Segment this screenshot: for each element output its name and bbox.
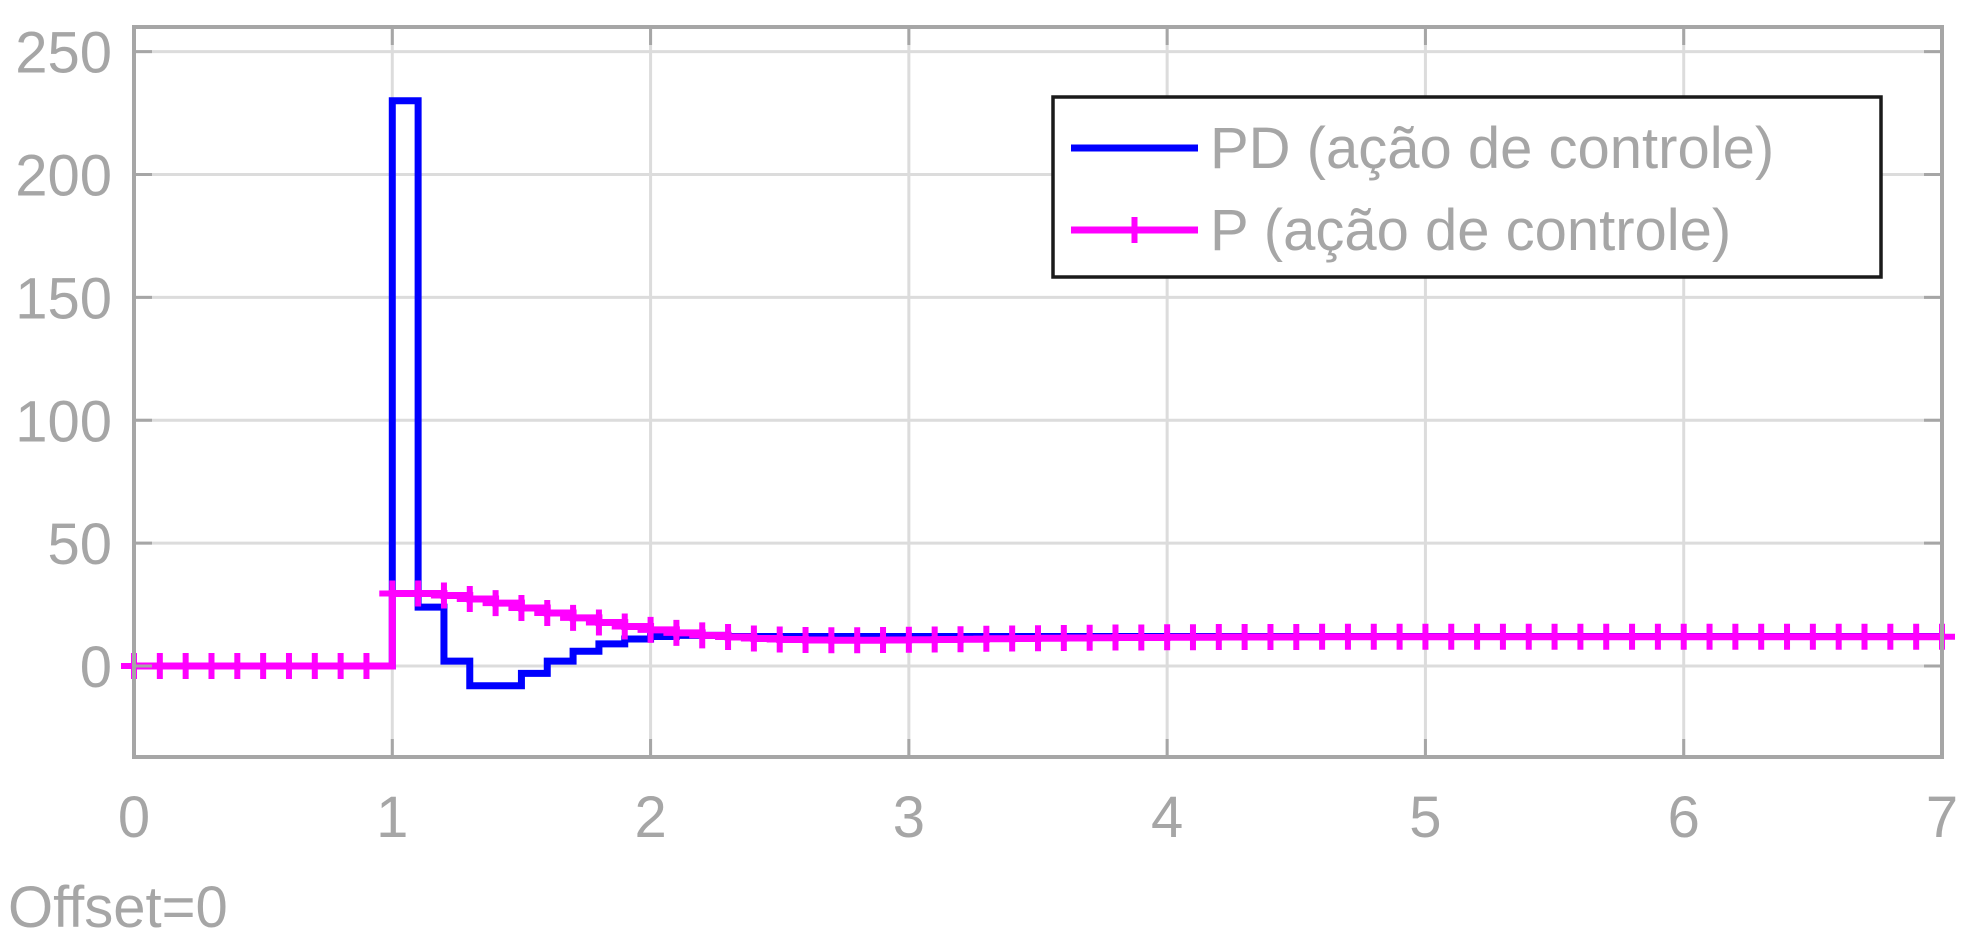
data-point-marker xyxy=(1722,623,1749,650)
data-point-marker xyxy=(921,626,948,653)
data-point-marker xyxy=(224,653,251,680)
data-point-marker xyxy=(1050,625,1077,652)
axis-ticks: 0 1 2 3 4 5 6 7 0 50 100 150 200 250 xyxy=(15,21,1958,850)
data-point-marker xyxy=(1903,623,1930,650)
data-point-marker xyxy=(1593,623,1620,650)
x-tick-label: 4 xyxy=(1151,785,1183,850)
series-layer xyxy=(121,97,1955,690)
data-point-marker xyxy=(792,627,819,654)
legend-marker-p xyxy=(1121,217,1138,243)
data-point-marker xyxy=(1412,623,1439,650)
data-point-marker xyxy=(663,619,690,646)
data-point-marker xyxy=(250,653,277,680)
data-point-marker xyxy=(844,627,871,654)
data-point-marker xyxy=(1851,623,1878,650)
y-tick-label: 150 xyxy=(15,266,112,331)
x-tick-label: 3 xyxy=(893,785,925,850)
offset-annotation: Offset=0 xyxy=(8,875,228,940)
data-point-marker xyxy=(560,604,587,631)
data-point-marker xyxy=(456,585,483,612)
data-point-marker xyxy=(947,626,974,653)
data-point-marker xyxy=(275,653,302,680)
data-point-marker xyxy=(973,625,1000,652)
data-point-marker xyxy=(534,599,561,626)
data-point-marker xyxy=(818,627,845,654)
data-point-marker xyxy=(1025,625,1051,652)
data-point-marker xyxy=(715,624,742,651)
data-point-marker xyxy=(1619,623,1646,650)
data-point-marker xyxy=(1154,624,1181,651)
data-point-marker xyxy=(1825,623,1852,650)
data-point-marker xyxy=(740,625,767,652)
x-tick-label: 2 xyxy=(634,785,666,850)
series-p xyxy=(121,580,1955,680)
y-tick-label: 100 xyxy=(15,389,112,454)
plot-frame xyxy=(132,25,1944,759)
data-point-marker xyxy=(689,622,716,649)
x-tick-label: 6 xyxy=(1668,785,1700,850)
data-point-marker xyxy=(1386,623,1413,650)
data-point-marker xyxy=(1205,624,1232,651)
x-tick-label: 0 xyxy=(118,785,150,850)
data-point-marker xyxy=(1283,624,1310,651)
data-point-marker xyxy=(508,595,535,622)
y-tick-label: 50 xyxy=(47,512,112,577)
data-point-marker xyxy=(1179,624,1206,651)
data-point-marker xyxy=(895,626,922,653)
data-point-marker xyxy=(1360,623,1387,650)
x-tick-label: 5 xyxy=(1409,785,1441,850)
data-point-marker xyxy=(611,613,638,640)
data-point-marker xyxy=(1076,624,1103,651)
data-point-marker xyxy=(870,627,897,654)
y-tick-label: 250 xyxy=(15,21,112,86)
data-point-marker xyxy=(1128,624,1155,651)
data-point-marker xyxy=(198,653,225,680)
data-point-marker xyxy=(585,609,612,636)
data-point-marker xyxy=(999,625,1026,652)
data-point-marker xyxy=(1644,623,1671,650)
x-tick-label: 7 xyxy=(1926,785,1958,850)
data-point-marker xyxy=(1877,623,1904,650)
legend: PD (ação de controle) P (ação de control… xyxy=(1051,95,1883,279)
x-tick-label: 1 xyxy=(376,785,408,850)
data-point-marker xyxy=(405,580,432,607)
data-point-marker xyxy=(301,653,328,680)
data-point-marker xyxy=(1541,623,1568,650)
y-tick-label: 0 xyxy=(80,635,112,700)
data-point-marker xyxy=(1515,623,1542,650)
legend-label-p: P (ação de controle) xyxy=(1210,198,1731,263)
data-point-marker xyxy=(353,653,380,680)
data-point-marker xyxy=(379,580,406,607)
data-point-marker xyxy=(1670,623,1697,650)
legend-box xyxy=(1051,95,1883,279)
y-tick-label: 200 xyxy=(15,143,112,208)
data-point-marker xyxy=(1774,623,1801,650)
data-point-marker xyxy=(1309,623,1336,650)
data-point-marker xyxy=(1102,624,1129,651)
data-point-marker xyxy=(1696,623,1723,650)
data-point-marker xyxy=(637,616,664,643)
data-point-marker xyxy=(482,590,509,617)
data-point-marker xyxy=(1748,623,1775,650)
data-point-marker xyxy=(1464,623,1491,650)
data-point-marker xyxy=(327,653,354,680)
data-point-marker xyxy=(1567,623,1594,650)
data-point-marker xyxy=(1231,624,1258,651)
data-point-marker xyxy=(1257,624,1284,651)
data-point-marker xyxy=(766,626,793,653)
data-point-marker xyxy=(1799,623,1826,650)
data-point-marker xyxy=(1334,623,1361,650)
data-point-marker xyxy=(1489,623,1516,650)
data-point-marker xyxy=(430,582,457,609)
data-point-marker xyxy=(1438,623,1465,650)
data-point-marker xyxy=(172,653,199,680)
legend-label-pd: PD (ação de controle) xyxy=(1210,116,1774,181)
